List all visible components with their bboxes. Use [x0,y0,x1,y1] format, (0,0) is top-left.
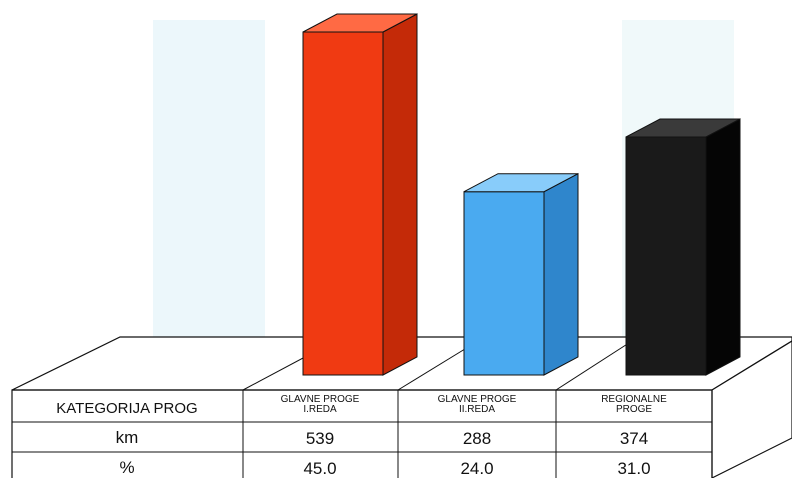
percent-value-2: 24.0 [460,459,493,478]
percent-value-1: 45.0 [303,459,336,478]
percent-value-3: 31.0 [617,459,650,478]
bar-top-2 [463,173,579,193]
table-row-label-percent: % [119,458,134,477]
category-label-3-line-2: PROGE [616,404,652,415]
category-label-2-line-2: II.REDA [459,404,495,415]
bar-front-2 [463,191,545,376]
category-label-1-line-2: I.REDA [303,404,337,415]
bar-group-2 [463,172,579,376]
bar-front-3 [625,136,707,376]
bar-top-1 [302,13,418,33]
bar-side-3 [705,118,741,376]
bar-top-3 [625,118,741,138]
km-value-1: 539 [306,429,334,448]
table-header-label: KATEGORIJA PROG [56,400,197,417]
bar-side-1 [382,13,418,376]
bars-layer [302,13,741,376]
category-label-1-line-1: GLAVNE PROGE [281,394,360,405]
table-frame [11,389,713,478]
bar-front-1 [302,31,384,376]
data-table: KATEGORIJA PROG km % [11,389,713,478]
bar-group-3 [625,118,741,376]
km-value-3: 374 [620,429,648,448]
category-label-3-line-1: REGIONALNE [601,394,667,405]
ghost-column-left [153,20,265,360]
table-top-divider-3 [555,340,633,391]
km-value-2: 288 [463,429,491,448]
category-label-2-line-1: GLAVNE PROGE [438,394,517,405]
table-row-label-km: km [116,428,139,447]
bar-group-1 [302,13,418,376]
bar-side-2 [543,172,579,376]
